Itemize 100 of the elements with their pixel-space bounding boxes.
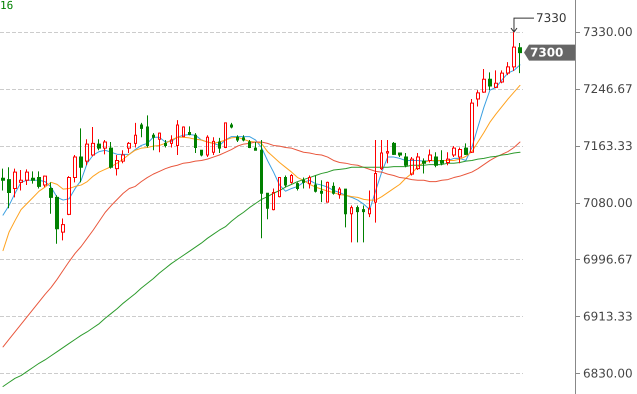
candlestick xyxy=(31,170,35,184)
candlestick xyxy=(1,168,5,192)
candlestick xyxy=(356,205,359,243)
candlestick xyxy=(290,174,293,184)
candlestick xyxy=(314,174,317,194)
candlestick xyxy=(350,205,353,243)
candlestick xyxy=(103,139,107,155)
candlestick xyxy=(164,139,167,148)
candlestick xyxy=(404,152,408,168)
candlestick xyxy=(224,122,227,149)
candlestick xyxy=(7,166,11,209)
candlestick xyxy=(230,122,233,129)
candlestick xyxy=(194,132,197,154)
candlestick xyxy=(218,137,221,154)
candlestick xyxy=(470,98,474,154)
candlestick xyxy=(61,218,65,241)
candlestick xyxy=(422,158,426,174)
line-series xyxy=(2,84,520,252)
candlestick xyxy=(182,126,185,138)
candlestick xyxy=(85,138,89,166)
text: 7330 xyxy=(536,11,567,26)
candlestick xyxy=(73,154,77,183)
candlestick xyxy=(278,177,281,198)
candlestick xyxy=(464,142,468,156)
candlestick xyxy=(25,168,29,186)
candlestick xyxy=(43,174,47,188)
candlestick xyxy=(248,139,251,149)
candlestick xyxy=(79,128,83,183)
candlestick xyxy=(434,152,438,168)
candlestick xyxy=(416,152,420,171)
candlestick xyxy=(266,192,269,220)
candlestick xyxy=(97,138,101,151)
candlestick xyxy=(488,72,492,91)
candlestick xyxy=(440,150,444,166)
y-tick-label: 6913.33 xyxy=(583,310,633,324)
text: 7300 xyxy=(530,46,564,60)
candlestick xyxy=(146,114,149,148)
candlestick xyxy=(308,174,311,189)
y-tick-label: 7330.00 xyxy=(583,25,633,40)
candlestick xyxy=(200,150,203,157)
annotation: 16 xyxy=(0,0,14,12)
candlestick xyxy=(212,136,215,156)
candlestick xyxy=(115,154,119,176)
candlestick xyxy=(109,142,113,170)
candlestick xyxy=(458,146,462,164)
candlestick xyxy=(49,182,53,214)
candlestick xyxy=(494,70,498,89)
candlestick xyxy=(13,168,17,198)
line-series xyxy=(2,152,520,387)
candlestick xyxy=(362,205,365,243)
candlestick xyxy=(380,139,383,171)
candlestick xyxy=(284,174,287,188)
candlestick xyxy=(476,90,480,108)
candlestick xyxy=(332,182,335,196)
candlestick xyxy=(302,177,305,189)
candlestick xyxy=(272,188,275,211)
candlestick xyxy=(140,122,143,138)
candlestick xyxy=(134,122,137,148)
candlestick xyxy=(176,120,179,156)
candlestick xyxy=(67,176,71,216)
candlestick xyxy=(152,132,155,151)
candlestick xyxy=(506,62,510,76)
candlestick xyxy=(428,149,432,164)
candlestick xyxy=(338,186,341,200)
candlestick xyxy=(296,182,299,192)
candlestick xyxy=(326,181,329,203)
candlestick xyxy=(410,156,414,176)
candlestick xyxy=(386,139,389,164)
line-series xyxy=(2,142,520,348)
candlestick xyxy=(127,142,131,154)
candlestick xyxy=(158,132,161,153)
candlestick xyxy=(91,126,95,157)
candlestick xyxy=(121,150,125,164)
candlestick xyxy=(374,139,377,224)
candlestick xyxy=(206,134,209,158)
y-tick-label: 6996.67 xyxy=(583,252,633,267)
y-tick-label: 6830.00 xyxy=(583,366,633,381)
candlestick xyxy=(500,70,504,84)
candlestick xyxy=(518,42,522,74)
y-tick-label: 7246.67 xyxy=(583,82,633,96)
candlestick xyxy=(482,68,486,94)
candlestick xyxy=(344,188,347,228)
candlestick xyxy=(254,142,257,151)
y-tick-label: 7080.00 xyxy=(583,196,633,210)
line-series xyxy=(2,64,520,216)
candlestick xyxy=(242,134,245,142)
candlestick xyxy=(452,146,456,158)
candlestick xyxy=(55,194,59,244)
candlestick xyxy=(392,142,396,156)
candlestick xyxy=(398,152,402,158)
candlestick xyxy=(368,190,371,218)
candlestick xyxy=(236,134,239,143)
candlestick xyxy=(320,180,323,203)
candlestick xyxy=(170,134,173,148)
candlestick xyxy=(37,170,41,189)
y-tick-label: 7163.33 xyxy=(583,138,633,153)
candlestick xyxy=(446,152,450,166)
candlestick xyxy=(188,126,191,136)
candlestick xyxy=(19,170,23,192)
candlestick xyxy=(260,139,263,239)
